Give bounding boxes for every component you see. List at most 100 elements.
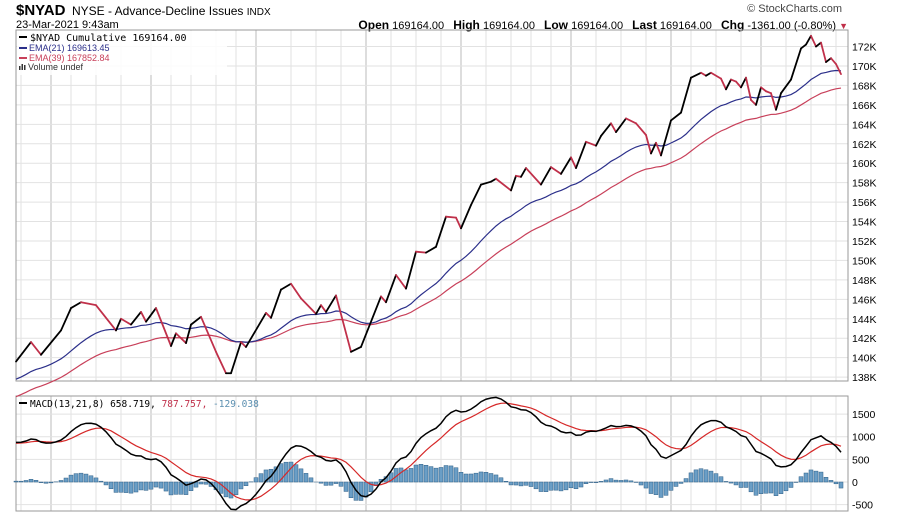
price-segment	[290, 282, 302, 300]
price-segment	[480, 180, 492, 186]
chg-label: Chg	[720, 18, 745, 32]
price-segment	[520, 167, 527, 178]
macd-histogram-bar	[618, 480, 624, 483]
price-segment	[705, 71, 712, 77]
price-segment	[680, 76, 692, 114]
price-segment	[720, 77, 727, 91]
macd-histogram-bar	[803, 472, 809, 483]
macd-histogram-bar	[673, 481, 679, 487]
open-value: 169164.00	[392, 20, 445, 32]
histogram-value: -129.038	[207, 399, 259, 410]
macd-histogram-bar	[203, 481, 209, 485]
macd-histogram-bar	[653, 481, 659, 495]
price-segment	[760, 86, 767, 93]
macd-line	[15, 396, 842, 511]
macd-histogram-bar	[513, 481, 519, 486]
macd-histogram-bar	[63, 477, 69, 483]
price-segment	[460, 204, 472, 230]
volume-icon	[19, 64, 26, 70]
macd-histogram-bar	[48, 481, 54, 484]
price-segment	[80, 301, 97, 307]
quote-bar: Open 169164.00 High 169164.00 Low 169164…	[352, 18, 848, 32]
macd-histogram-bar	[343, 481, 349, 492]
axis-labels: 138K 140K 142K 144K 146K 148K 150K 152K 154K 156K…	[852, 42, 877, 512]
macd-histogram-bar	[78, 472, 84, 483]
price-segment	[490, 177, 497, 183]
price-segment	[725, 78, 732, 91]
price-segment	[200, 315, 217, 353]
macd-histogram-bar	[83, 473, 89, 483]
price-segment	[510, 174, 517, 192]
macd-histogram-bar	[28, 479, 34, 483]
price-segment	[820, 41, 827, 63]
y-tick-label: 170K	[852, 61, 877, 73]
macd-histogram-bar	[503, 480, 509, 483]
macd-histogram-bar	[238, 481, 244, 490]
macd-histogram-bar	[813, 470, 819, 483]
macd-histogram-bar	[88, 475, 94, 483]
macd-histogram-bar	[708, 470, 714, 483]
macd-histogram-bar	[13, 480, 19, 483]
price-segment	[560, 156, 572, 175]
macd-histogram-bar	[433, 467, 439, 483]
macd-histogram-bar	[753, 481, 759, 496]
macd-histogram-bar	[773, 481, 779, 496]
price-segment	[835, 63, 842, 76]
chg-value: -1361.00 (-0.80%)	[747, 20, 837, 32]
price-segment	[600, 122, 612, 137]
price-segment	[610, 122, 617, 133]
y-tick-label: 164K	[852, 119, 877, 131]
macd-histogram-bar	[108, 481, 114, 490]
copyright-link[interactable]: © StockCharts.com	[747, 3, 842, 15]
macd-histogram-bar	[428, 466, 434, 483]
y-tick-label: 162K	[852, 139, 877, 151]
price-segment	[525, 167, 542, 186]
high-value: 169164.00	[482, 20, 535, 32]
macd-panel-frame	[15, 395, 849, 512]
price-segment	[240, 341, 247, 348]
macd-signal-line	[15, 402, 842, 501]
price-segment	[615, 117, 627, 133]
macd-histogram-bar	[498, 477, 504, 483]
macd-histogram-bar	[528, 481, 534, 487]
price-segment	[170, 332, 177, 347]
macd-histogram-bar	[68, 474, 74, 483]
price-segment	[495, 177, 512, 192]
price-segment	[325, 294, 337, 313]
price-segment	[790, 47, 802, 81]
macd-histogram-bar	[143, 481, 149, 491]
macd-histogram-bar	[463, 473, 469, 483]
macd-histogram-bar	[158, 481, 164, 489]
macd-histogram-bar	[403, 469, 409, 483]
macd-histogram-bar	[318, 481, 324, 484]
macd-histogram-bar	[763, 481, 769, 494]
macd-histogram-bar	[518, 481, 524, 487]
macd-histogram-bar	[643, 481, 649, 489]
macd-histogram-bar	[73, 473, 79, 483]
macd-histogram-bar	[648, 481, 654, 494]
macd-histogram-bar	[728, 481, 734, 484]
macd-histogram-bar	[38, 481, 44, 483]
signal-value: 787.757,	[156, 399, 207, 410]
macd-histogram-bar	[508, 481, 514, 486]
macd-histogram-bar	[23, 480, 29, 483]
macd-histogram-bar	[323, 481, 329, 486]
price-segment	[265, 312, 272, 319]
price-segment	[60, 307, 72, 332]
y-tick-label: 140K	[852, 353, 877, 365]
y-tick-label: 152K	[852, 236, 877, 248]
macd-histogram-bar	[563, 481, 569, 491]
low-value: 169164.00	[571, 20, 624, 32]
price-segment	[670, 111, 682, 122]
price-segment	[140, 311, 147, 323]
macd-histogram-bar	[363, 481, 369, 498]
y-tick-label: 146K	[852, 294, 877, 306]
macd-histogram-bar	[778, 481, 784, 494]
macd-histogram-bar	[718, 476, 724, 483]
macd-histogram-bar	[458, 472, 464, 483]
price-segment	[540, 166, 552, 186]
price-segment	[755, 86, 762, 106]
macd-histogram-bar	[398, 467, 404, 483]
macd-histogram-bar	[183, 481, 189, 495]
